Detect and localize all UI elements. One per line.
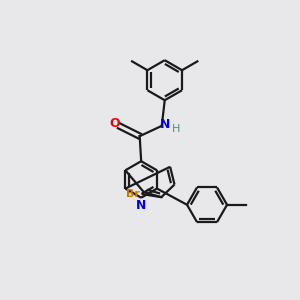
Text: H: H: [172, 124, 181, 134]
Text: O: O: [110, 117, 120, 130]
Text: Br: Br: [126, 189, 140, 199]
Text: N: N: [160, 118, 170, 131]
Text: N: N: [135, 199, 146, 212]
